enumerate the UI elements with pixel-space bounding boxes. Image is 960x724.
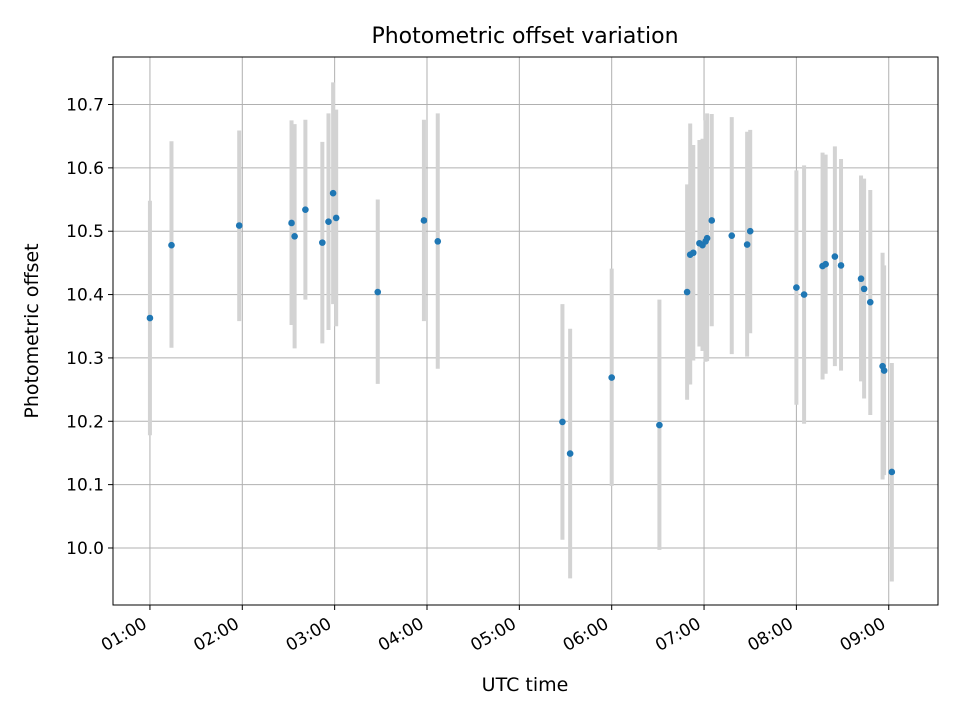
data-point [608,374,615,381]
data-point [332,214,340,222]
data-point [168,241,175,249]
y-tick-label: 10.2 [66,412,104,432]
y-tick-label: 10.3 [66,349,104,369]
data-point [374,288,382,296]
data-point [860,285,868,293]
data-point [831,253,839,260]
plot-frame [112,56,939,606]
data-points [146,189,896,476]
data-point [880,367,888,374]
y-axis-label: Photometric offset [21,243,43,418]
data-point [703,234,711,242]
data-point [566,450,574,457]
data-point [800,291,808,298]
data-point [325,218,332,226]
data-point [689,249,697,257]
data-point [866,298,874,306]
y-tick-label: 10.7 [66,96,104,116]
data-point [288,219,295,227]
y-tick-label: 10.0 [66,539,104,559]
data-point [235,222,243,229]
data-point [837,262,845,269]
data-point [302,206,309,213]
data-point [329,189,337,197]
data-point [888,468,896,476]
data-point [559,418,566,426]
data-point [291,232,298,240]
x-axis-label: UTC time [482,674,569,696]
data-point [857,275,865,283]
y-tick-label: 10.1 [66,476,104,496]
data-point [822,260,829,268]
data-point [319,239,326,246]
data-point [656,421,663,429]
data-point [743,241,751,248]
y-axis-ticks: 10.0 10.1 10.2 10.3 10.4 10.5 10.6 10.7 [66,96,113,559]
data-point [708,217,716,224]
y-tick-label: 10.5 [66,222,104,242]
data-point [728,232,736,239]
data-point [683,288,691,296]
data-point [420,217,428,224]
data-point [746,227,754,235]
chart-title: Photometric offset variation [371,24,678,49]
y-tick-label: 10.4 [66,286,104,306]
data-point [146,314,154,322]
data-point [793,284,800,291]
data-point [434,238,442,245]
y-tick-label: 10.6 [66,159,104,179]
